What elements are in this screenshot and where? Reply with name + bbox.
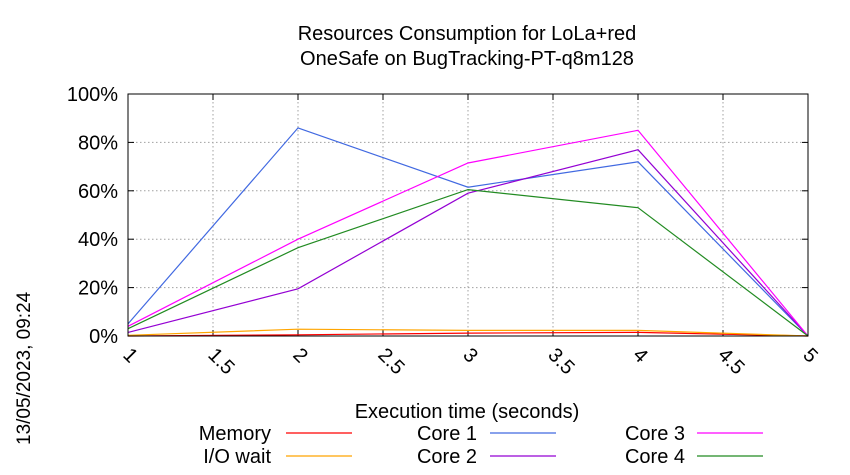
series-line-core-1 xyxy=(127,127,809,337)
series-lines xyxy=(127,127,809,337)
series-line-memory xyxy=(127,331,809,337)
x-tick-label: 5 xyxy=(798,344,821,367)
legend-label-i-o-wait: I/O wait xyxy=(203,446,271,468)
series-line-i-o-wait xyxy=(127,328,809,337)
y-tick-label: 0% xyxy=(89,326,118,348)
x-axis-ticks: 1 1.5 2 2.5 3 3.5 4 4.5 5 xyxy=(118,344,821,379)
series-line-core-2 xyxy=(127,149,809,337)
x-tick-label: 2 xyxy=(288,344,311,367)
legend-label-core-4: Core 4 xyxy=(625,446,685,468)
y-tick-label: 80% xyxy=(78,132,118,154)
x-tick-label: 1.5 xyxy=(203,344,238,379)
timestamp-label: 13/05/2023, 09:24 xyxy=(14,291,35,445)
y-tick-label: 100% xyxy=(67,84,118,106)
legend-label-core-2: Core 2 xyxy=(417,446,477,468)
x-tick-label: 3.5 xyxy=(543,344,578,379)
chart-title: Resources Consumption for LoLa+red xyxy=(298,23,637,45)
y-tick-label: 20% xyxy=(78,278,118,300)
series-line-core-3 xyxy=(127,129,809,337)
y-tick-label: 40% xyxy=(78,229,118,251)
chart-subtitle: OneSafe on BugTracking-PT-q8m128 xyxy=(300,48,634,70)
plot-frame xyxy=(127,93,809,337)
x-tick-label: 2.5 xyxy=(373,344,408,379)
x-tick-label: 4 xyxy=(628,344,651,367)
legend-label-memory: Memory xyxy=(199,423,271,445)
x-tick-label: 3 xyxy=(458,344,481,367)
x-axis-label: Execution time (seconds) xyxy=(355,401,580,423)
x-tick-label: 4.5 xyxy=(713,344,748,379)
x-tick-label: 1 xyxy=(118,344,141,367)
legend-label-core-3: Core 3 xyxy=(625,423,685,445)
legend-label-core-1: Core 1 xyxy=(417,423,477,445)
grid-lines xyxy=(127,93,809,337)
y-axis-ticks: 0% 20% 40% 60% 80% 100% xyxy=(67,84,118,348)
y-tick-label: 60% xyxy=(78,181,118,203)
series-line-core-4 xyxy=(127,188,809,337)
